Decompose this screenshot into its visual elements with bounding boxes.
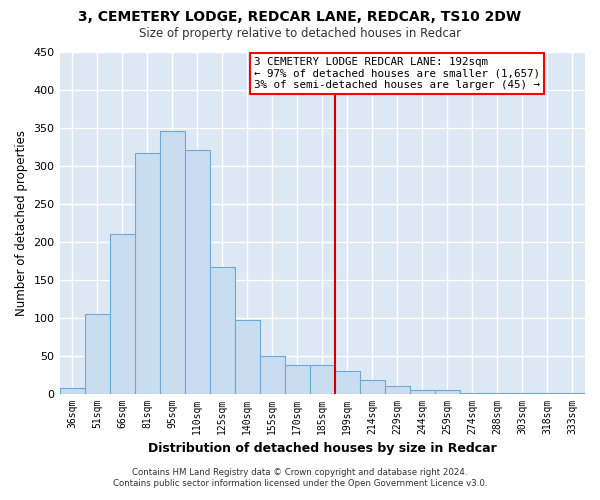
Bar <box>535 393 560 394</box>
Bar <box>385 386 410 394</box>
Bar <box>85 314 110 394</box>
Bar <box>110 234 134 394</box>
Bar <box>185 150 209 394</box>
Text: Size of property relative to detached houses in Redcar: Size of property relative to detached ho… <box>139 28 461 40</box>
Bar <box>235 320 260 394</box>
Bar <box>410 390 435 394</box>
Bar <box>59 388 85 394</box>
Text: 3, CEMETERY LODGE, REDCAR LANE, REDCAR, TS10 2DW: 3, CEMETERY LODGE, REDCAR LANE, REDCAR, … <box>79 10 521 24</box>
Bar <box>335 371 360 394</box>
Bar <box>460 393 485 394</box>
Bar <box>160 132 185 394</box>
Bar <box>260 356 285 394</box>
Bar <box>310 366 335 394</box>
Bar <box>134 152 160 394</box>
Y-axis label: Number of detached properties: Number of detached properties <box>15 130 28 316</box>
Bar <box>285 366 310 394</box>
Bar <box>360 380 385 394</box>
Text: 3 CEMETERY LODGE REDCAR LANE: 192sqm
← 97% of detached houses are smaller (1,657: 3 CEMETERY LODGE REDCAR LANE: 192sqm ← 9… <box>254 56 540 90</box>
Bar <box>560 393 585 394</box>
Bar <box>209 268 235 394</box>
Bar <box>510 393 535 394</box>
Bar <box>485 393 510 394</box>
Bar <box>435 390 460 394</box>
X-axis label: Distribution of detached houses by size in Redcar: Distribution of detached houses by size … <box>148 442 497 455</box>
Text: Contains HM Land Registry data © Crown copyright and database right 2024.
Contai: Contains HM Land Registry data © Crown c… <box>113 468 487 487</box>
